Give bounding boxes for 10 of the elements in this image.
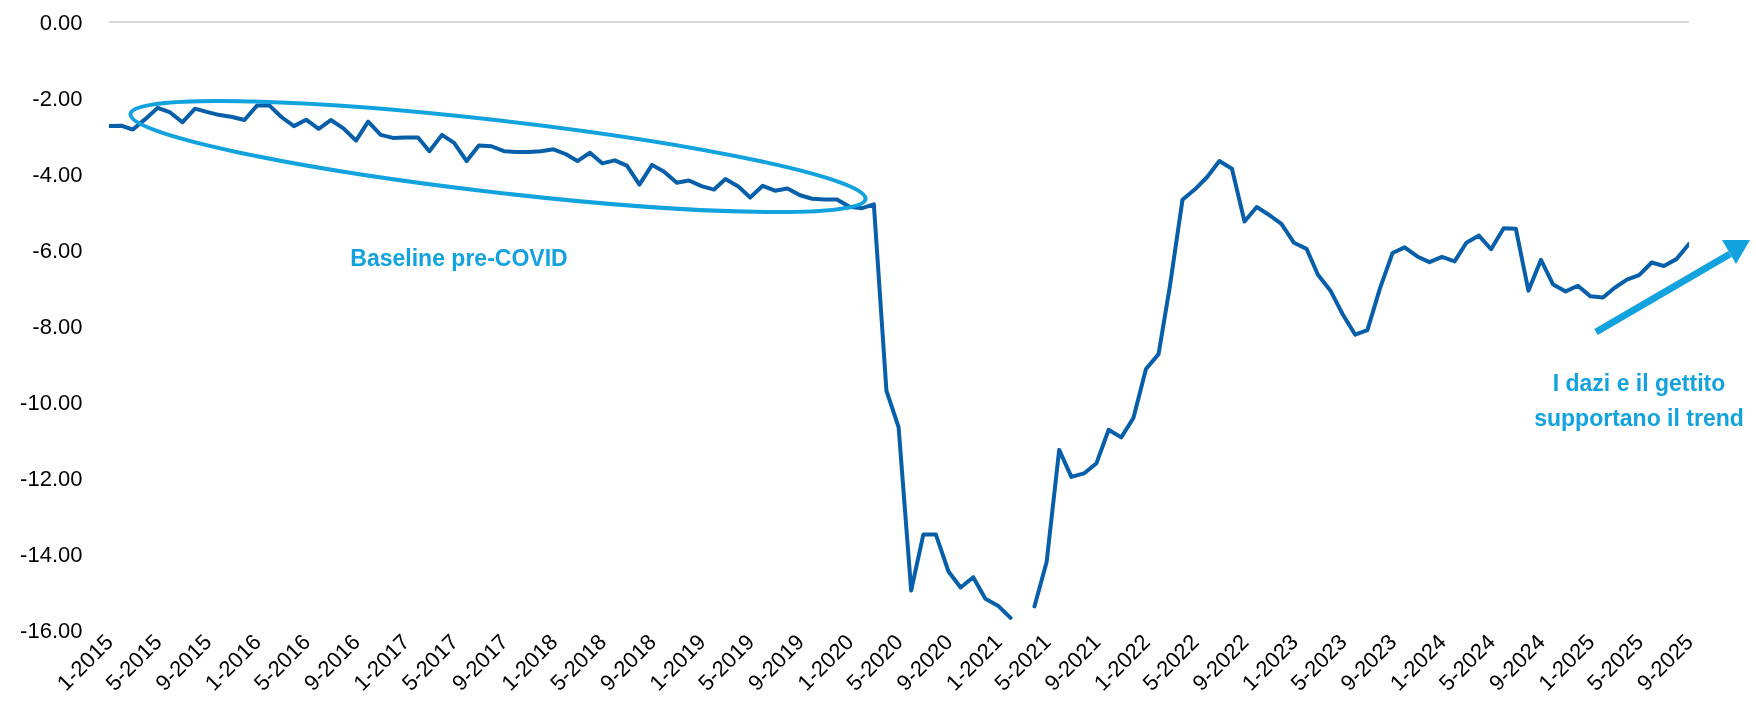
y-tick-label: -14.00 xyxy=(20,541,83,567)
y-tick-label: -8.00 xyxy=(32,313,83,339)
y-tick-label: -4.00 xyxy=(32,161,83,187)
y-tick-label: -2.00 xyxy=(32,85,83,111)
annotation: I dazi e il gettito supportano il trend xyxy=(1534,370,1744,431)
y-tick-label: -6.00 xyxy=(32,237,83,263)
annotation: Baseline pre-COVID xyxy=(350,245,568,271)
y-tick-label: -10.00 xyxy=(20,389,83,415)
y-tick-label: -12.00 xyxy=(20,465,83,491)
y-tick-label: 0.00 xyxy=(39,9,83,35)
